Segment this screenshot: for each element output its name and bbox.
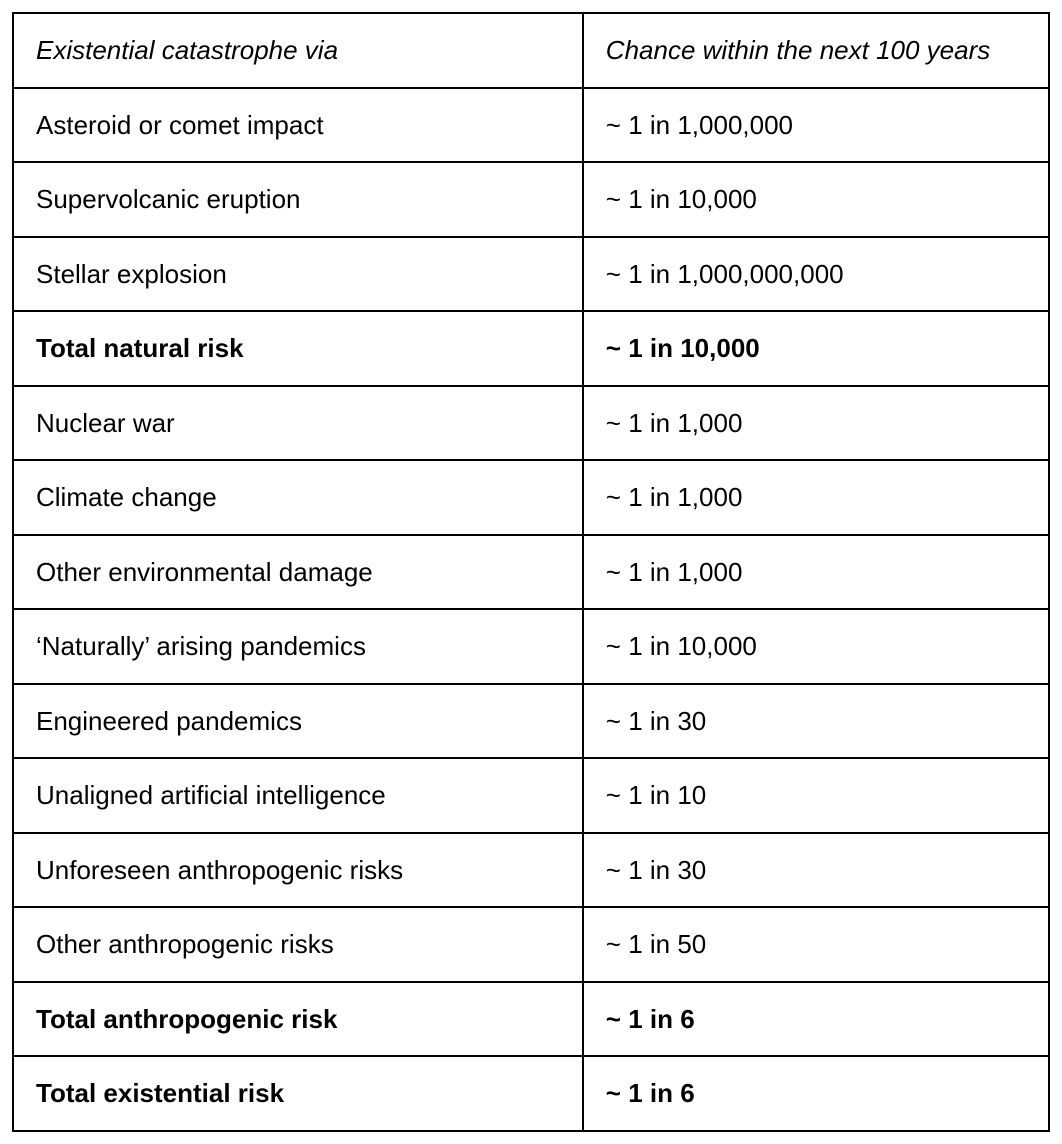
cell-catastrophe: Total existential risk	[13, 1056, 583, 1131]
existential-risk-table: Existential catastrophe via Chance withi…	[12, 12, 1050, 1132]
table-row: Nuclear war ~ 1 in 1,000	[13, 386, 1049, 461]
cell-catastrophe: Unforeseen anthropogenic risks	[13, 833, 583, 908]
cell-chance: ~ 1 in 1,000	[583, 460, 1049, 535]
cell-catastrophe: Climate change	[13, 460, 583, 535]
table-row-total-existential: Total existential risk ~ 1 in 6	[13, 1056, 1049, 1131]
cell-chance: ~ 1 in 1,000	[583, 535, 1049, 610]
cell-chance: ~ 1 in 6	[583, 1056, 1049, 1131]
table-header-row: Existential catastrophe via Chance withi…	[13, 13, 1049, 88]
cell-chance: ~ 1 in 10	[583, 758, 1049, 833]
table-row: Supervolcanic eruption ~ 1 in 10,000	[13, 162, 1049, 237]
col-header-chance: Chance within the next 100 years	[583, 13, 1049, 88]
table-row: Unaligned artificial intelligence ~ 1 in…	[13, 758, 1049, 833]
table-row: Other anthropogenic risks ~ 1 in 50	[13, 907, 1049, 982]
cell-catastrophe: Nuclear war	[13, 386, 583, 461]
cell-chance: ~ 1 in 1,000,000,000	[583, 237, 1049, 312]
cell-catastrophe: Asteroid or comet impact	[13, 88, 583, 163]
table-row-total-natural: Total natural risk ~ 1 in 10,000	[13, 311, 1049, 386]
cell-chance: ~ 1 in 1,000,000	[583, 88, 1049, 163]
cell-chance: ~ 1 in 30	[583, 833, 1049, 908]
cell-catastrophe: Stellar explosion	[13, 237, 583, 312]
table-row-total-anthropogenic: Total anthropogenic risk ~ 1 in 6	[13, 982, 1049, 1057]
cell-catastrophe: Other anthropogenic risks	[13, 907, 583, 982]
table-row: Engineered pandemics ~ 1 in 30	[13, 684, 1049, 759]
table-row: Stellar explosion ~ 1 in 1,000,000,000	[13, 237, 1049, 312]
cell-catastrophe: Supervolcanic eruption	[13, 162, 583, 237]
cell-catastrophe: Total anthropogenic risk	[13, 982, 583, 1057]
cell-chance: ~ 1 in 30	[583, 684, 1049, 759]
table-row: ‘Naturally’ arising pandemics ~ 1 in 10,…	[13, 609, 1049, 684]
cell-catastrophe: ‘Naturally’ arising pandemics	[13, 609, 583, 684]
table-row: Unforeseen anthropogenic risks ~ 1 in 30	[13, 833, 1049, 908]
cell-catastrophe: Engineered pandemics	[13, 684, 583, 759]
table-row: Asteroid or comet impact ~ 1 in 1,000,00…	[13, 88, 1049, 163]
cell-chance: ~ 1 in 1,000	[583, 386, 1049, 461]
cell-chance: ~ 1 in 10,000	[583, 311, 1049, 386]
cell-catastrophe: Unaligned artificial intelligence	[13, 758, 583, 833]
table-row: Climate change ~ 1 in 1,000	[13, 460, 1049, 535]
cell-catastrophe: Other environmental damage	[13, 535, 583, 610]
cell-chance: ~ 1 in 10,000	[583, 609, 1049, 684]
cell-catastrophe: Total natural risk	[13, 311, 583, 386]
cell-chance: ~ 1 in 50	[583, 907, 1049, 982]
cell-chance: ~ 1 in 10,000	[583, 162, 1049, 237]
col-header-catastrophe: Existential catastrophe via	[13, 13, 583, 88]
cell-chance: ~ 1 in 6	[583, 982, 1049, 1057]
table-row: Other environmental damage ~ 1 in 1,000	[13, 535, 1049, 610]
